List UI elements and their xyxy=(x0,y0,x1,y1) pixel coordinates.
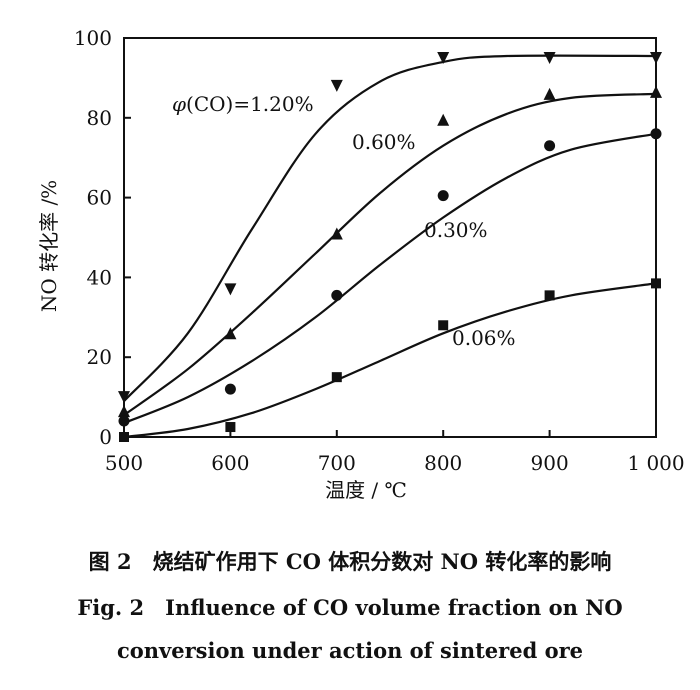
series-label-0-60: 0.60% xyxy=(352,130,416,154)
plot-border xyxy=(123,37,657,438)
y-tick-label: 80 xyxy=(87,106,112,130)
x-axis: 500 600 700 800 900 1 000 xyxy=(105,430,685,475)
curve-0-06 xyxy=(123,282,657,439)
series-markers xyxy=(118,51,662,442)
marker-triangle-down xyxy=(437,51,450,64)
y-axis-title: NO 转化率 /% xyxy=(37,180,61,312)
marker-triangle-down xyxy=(224,283,237,296)
marker-triangle-down xyxy=(543,51,556,64)
x-tick-label: 900 xyxy=(531,451,569,475)
marker-circle xyxy=(224,383,236,395)
y-tick-label: 0 xyxy=(99,425,112,449)
figure-caption-chinese: 图 2 烧结矿作用下 CO 体积分数对 NO 转化率的影响 xyxy=(88,549,612,574)
marker-circle xyxy=(118,415,130,427)
marker-triangle-up xyxy=(330,227,343,240)
marker-square xyxy=(651,278,661,289)
marker-triangle-up xyxy=(437,113,450,126)
marker-triangle-up xyxy=(650,85,662,98)
y-tick-label: 100 xyxy=(74,26,112,50)
chart: 500 600 700 800 900 1 000 0 20 40 60 80 100 φ(CO)=… xyxy=(37,26,685,502)
figure-caption-english-line-2: conversion under action of sintered ore xyxy=(116,638,584,663)
marker-circle xyxy=(544,140,556,152)
x-tick-label: 1 000 xyxy=(627,451,684,475)
marker-circle xyxy=(650,128,662,140)
marker-circle xyxy=(437,190,449,202)
x-tick-label: 600 xyxy=(211,451,249,475)
x-tick-label: 500 xyxy=(105,451,143,475)
curve-0-30 xyxy=(123,132,657,425)
figure-caption-english-line-1: Fig. 2 Influence of CO volume fraction o… xyxy=(77,595,623,620)
series-label-1-20: φ(CO)=1.20% xyxy=(172,92,314,116)
curve-0-60 xyxy=(123,92,657,416)
marker-square xyxy=(331,372,342,383)
marker-circle xyxy=(331,289,343,301)
marker-square xyxy=(119,432,129,442)
series-label-0-30: 0.30% xyxy=(424,218,488,242)
curve-1-20 xyxy=(123,54,657,402)
x-tick-label: 800 xyxy=(424,451,462,475)
marker-square xyxy=(438,320,449,331)
marker-triangle-down xyxy=(650,51,662,64)
x-tick-label: 700 xyxy=(318,451,356,475)
marker-triangle-up xyxy=(543,87,556,100)
marker-square xyxy=(225,422,236,433)
series-label-0-06: 0.06% xyxy=(452,326,516,350)
marker-triangle-down xyxy=(330,79,343,92)
y-axis: 0 20 40 60 80 100 xyxy=(74,26,131,449)
y-tick-label: 20 xyxy=(87,345,112,369)
marker-triangle-down xyxy=(118,391,130,404)
x-axis-title: 温度 / ℃ xyxy=(325,478,407,502)
marker-triangle-up xyxy=(224,327,237,340)
y-tick-label: 60 xyxy=(87,186,112,210)
plot-frame xyxy=(123,37,657,438)
marker-triangle-up xyxy=(118,405,130,418)
marker-square xyxy=(544,290,555,301)
series-curves xyxy=(123,54,657,439)
y-tick-label: 40 xyxy=(87,265,112,289)
